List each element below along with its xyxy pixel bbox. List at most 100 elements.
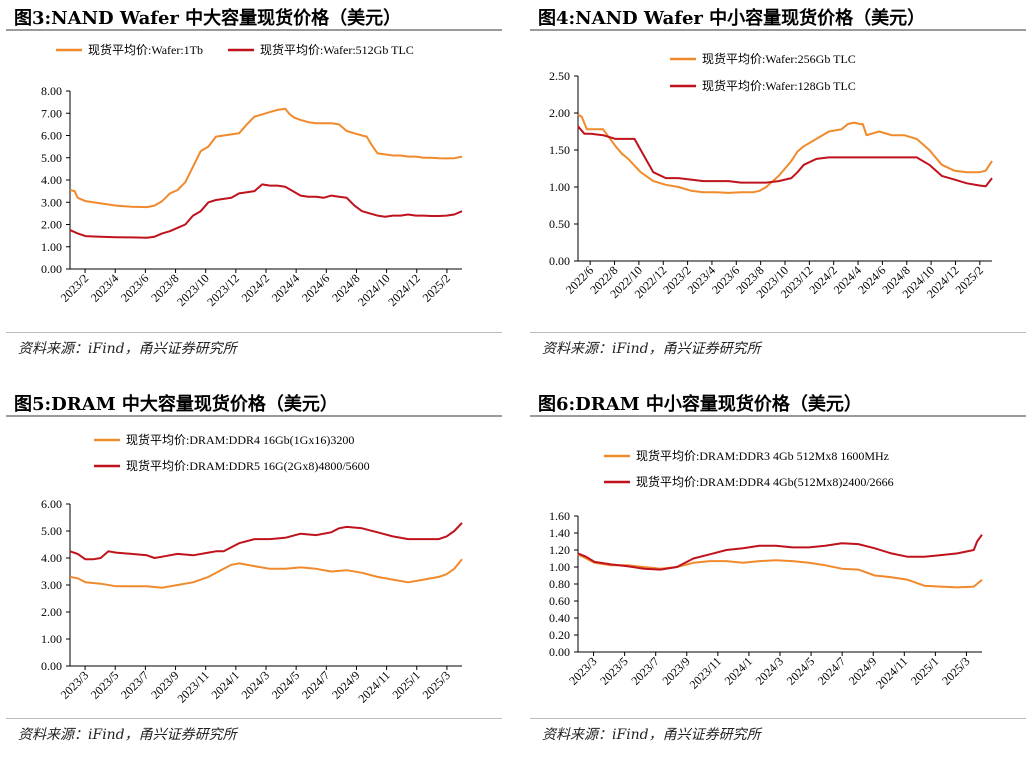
x-tick-label: 2023/12 xyxy=(204,271,242,309)
source-rule xyxy=(6,718,502,719)
x-tick-label: 2024/11 xyxy=(873,654,910,691)
x-tick-label: 2024/11 xyxy=(355,668,392,705)
x-tick-label: 2024/1 xyxy=(722,654,755,687)
y-tick-label: 7.00 xyxy=(41,106,62,120)
chart-title: 图5:DRAM 中大容量现货价格（美元） xyxy=(14,394,338,415)
title-rule xyxy=(530,29,1026,31)
source-rule xyxy=(6,332,502,333)
series-line-1 xyxy=(577,113,993,194)
y-tick-label: 3.00 xyxy=(41,578,62,592)
x-tick-label: 2025/3 xyxy=(420,668,453,701)
chart-svg-3: 0.00 1.00 2.00 3.00 4.00 5.00 6.00 2023/32023/5… xyxy=(41,432,463,706)
y-tick-label: 0.40 xyxy=(549,611,570,625)
x-tick-label: 2023/6 xyxy=(118,271,151,304)
x-tick-label: 2025/3 xyxy=(939,654,972,687)
title-rule xyxy=(530,415,1026,417)
y-tick-label: 0.00 xyxy=(41,262,62,276)
chart-svg-1: 0.00 1.00 2.00 3.00 4.00 5.00 6.00 7.00 8.00 2023… xyxy=(41,42,463,309)
y-tick-label: 2.00 xyxy=(41,218,62,232)
series-line-2 xyxy=(577,534,983,571)
x-tick-label: 2023/5 xyxy=(88,668,121,701)
y-tick-label: 0.00 xyxy=(41,659,62,673)
chart-panel-2: 图4:NAND Wafer 中小容量现货价格（美元） 0.00 0.50 1.00 1… xyxy=(530,2,1032,374)
x-tick-label: 2023/10 xyxy=(174,271,212,309)
chart-panel-1: 图3:NAND Wafer 中大容量现货价格（美元） 0.00 1.00 2.00 3… xyxy=(6,2,516,374)
y-tick-label: 4.00 xyxy=(41,173,62,187)
legend-label: 现货平均价:Wafer:256Gb TLC xyxy=(702,51,856,66)
y-tick-label: 1.60 xyxy=(549,509,570,523)
series-line-2 xyxy=(69,183,463,239)
y-tick-label: 0.60 xyxy=(549,594,570,608)
legend-label: 现货平均价:DRAM:DDR4 16Gb(1Gx16)3200 xyxy=(126,432,354,447)
legend-label: 现货平均价:DRAM:DDR3 4Gb 512Mx8 1600MHz xyxy=(636,448,889,463)
x-tick-label: 2023/2 xyxy=(58,271,91,304)
series-line-1 xyxy=(69,558,463,589)
x-tick-label: 2023/7 xyxy=(628,654,661,687)
x-tick-label: 2024/3 xyxy=(753,654,786,687)
y-tick-label: 0.00 xyxy=(549,254,570,268)
title-rule xyxy=(6,29,502,31)
x-tick-label: 2025/2 xyxy=(420,271,453,304)
y-tick-label: 2.50 xyxy=(549,69,570,83)
x-tick-label: 2024/7 xyxy=(299,668,332,701)
chart-svg-4: 0.00 0.20 0.40 0.60 0.80 1.00 1.20 1.40 1.60 2023… xyxy=(549,448,983,692)
y-tick-label: 4.00 xyxy=(41,551,62,565)
source-rule xyxy=(530,332,1026,333)
y-tick-label: 1.50 xyxy=(549,143,570,157)
x-tick-label: 2025/1 xyxy=(389,668,422,701)
x-tick-label: 2023/3 xyxy=(566,654,599,687)
source-note: 资料来源：iFind，甬兴证券研究所 xyxy=(18,727,237,743)
y-tick-label: 2.00 xyxy=(41,605,62,619)
x-tick-label: 2024/2 xyxy=(239,271,272,304)
legend-label: 现货平均价:Wafer:128Gb TLC xyxy=(702,78,856,93)
chart-panel-4: 图6:DRAM 中小容量现货价格（美元） 0.00 0.20 0.40 0.60 0.8… xyxy=(530,388,1032,760)
x-tick-label: 2024/10 xyxy=(355,271,393,309)
y-tick-label: 3.00 xyxy=(41,195,62,209)
y-tick-label: 1.20 xyxy=(549,543,570,557)
x-tick-label: 2023/3 xyxy=(58,668,91,701)
y-tick-label: 5.00 xyxy=(41,151,62,165)
y-tick-label: 1.00 xyxy=(549,180,570,194)
series-line-1 xyxy=(69,107,463,209)
y-tick-label: 1.00 xyxy=(41,632,62,646)
source-rule xyxy=(530,718,1026,719)
chart-title: 图4:NAND Wafer 中小容量现货价格（美元） xyxy=(538,8,926,29)
y-tick-label: 5.00 xyxy=(41,524,62,538)
y-tick-label: 0.80 xyxy=(549,577,570,591)
x-tick-label: 2023/11 xyxy=(687,654,724,691)
x-tick-label: 2023/11 xyxy=(174,668,211,705)
x-tick-label: 2024/5 xyxy=(269,668,302,701)
chart-title: 图6:DRAM 中小容量现货价格（美元） xyxy=(538,394,862,415)
y-tick-label: 8.00 xyxy=(41,84,62,98)
x-tick-label: 2025/1 xyxy=(908,654,941,687)
x-tick-label: 2024/7 xyxy=(815,654,848,687)
legend-label: 现货平均价:DRAM:DDR4 4Gb(512Mx8)2400/2666 xyxy=(636,474,894,489)
x-tick-label: 2024/1 xyxy=(208,668,241,701)
y-tick-label: 6.00 xyxy=(41,129,62,143)
legend-label: 现货平均价:DRAM:DDR5 16G(2Gx8)4800/5600 xyxy=(126,458,370,473)
source-note: 资料来源：iFind，甬兴证券研究所 xyxy=(542,727,761,743)
x-tick-label: 2023/7 xyxy=(118,668,151,701)
y-tick-label: 0.20 xyxy=(549,628,570,642)
chart-panel-3: 图5:DRAM 中大容量现货价格（美元） 0.00 1.00 2.00 3.00 4.0… xyxy=(6,388,516,760)
legend-label: 现货平均价:Wafer:512Gb TLC xyxy=(260,42,414,57)
y-tick-label: 0.50 xyxy=(549,217,570,231)
title-rule xyxy=(6,415,502,417)
series-line-1 xyxy=(577,553,983,589)
series-line-2 xyxy=(577,125,993,188)
x-tick-label: 2023/4 xyxy=(88,271,121,304)
y-tick-label: 1.00 xyxy=(549,560,570,574)
chart-title: 图3:NAND Wafer 中大容量现货价格（美元） xyxy=(14,8,402,29)
x-tick-label: 2024/5 xyxy=(784,654,817,687)
x-tick-label: 2024/3 xyxy=(239,668,272,701)
chart-svg-2: 0.000.501.001.502.002.502022/62022/82022… xyxy=(549,51,993,301)
legend-label: 现货平均价:Wafer:1Tb xyxy=(88,42,203,57)
series-line-2 xyxy=(69,522,463,561)
x-tick-label: 2024/12 xyxy=(385,271,423,309)
y-tick-label: 6.00 xyxy=(41,497,62,511)
x-tick-label: 2025/2 xyxy=(952,263,985,296)
y-tick-label: 1.00 xyxy=(41,240,62,254)
source-note: 资料来源：iFind，甬兴证券研究所 xyxy=(542,341,761,357)
source-note: 资料来源：iFind，甬兴证券研究所 xyxy=(18,341,237,357)
y-tick-label: 0.00 xyxy=(549,645,570,659)
